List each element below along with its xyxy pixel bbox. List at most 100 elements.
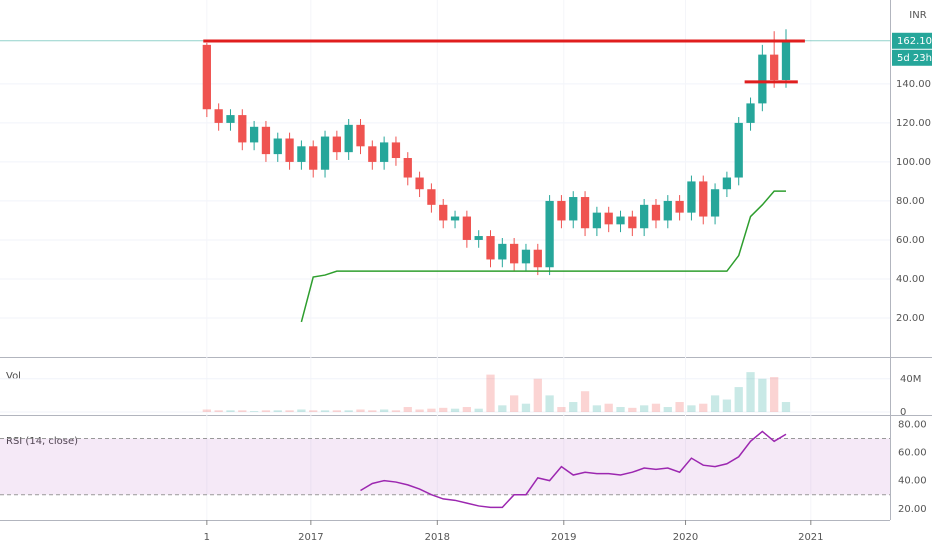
candle-body: [297, 146, 306, 162]
volume-bar: [403, 407, 412, 412]
candle-body: [439, 204, 448, 221]
volume-bar: [356, 409, 365, 412]
y-tick-label: 80.00: [896, 196, 925, 207]
volume-bar: [545, 395, 554, 412]
candle-body: [604, 212, 613, 225]
candle-body: [450, 216, 460, 221]
candle-body: [616, 216, 625, 225]
candle-body: [261, 126, 271, 155]
volume-bar: [474, 408, 483, 412]
volume-bar: [640, 405, 649, 412]
volume-bar: [663, 407, 672, 412]
volume-bar: [758, 378, 767, 412]
volume-bar: [379, 409, 389, 412]
vol-tick-label: 0: [900, 407, 906, 418]
candle-body: [781, 40, 791, 80]
volume-title: Vol: [6, 371, 21, 382]
candle-body: [545, 200, 554, 268]
volume-bar: [770, 377, 779, 412]
candle-body: [238, 115, 247, 143]
candle-body: [734, 122, 743, 178]
candle-body: [462, 216, 472, 240]
candle-body: [722, 177, 732, 190]
x-tick-label: 2019: [551, 532, 576, 543]
volume-bar: [391, 410, 401, 412]
volume-bar: [604, 403, 613, 412]
volume-bar: [628, 407, 637, 412]
candle-body: [226, 115, 235, 123]
volume-bar: [439, 407, 448, 412]
volume-bar: [415, 409, 424, 412]
y-tick-label: 100.00: [896, 157, 931, 168]
candle-body: [628, 216, 637, 229]
candle-body: [202, 44, 211, 110]
candle-body: [699, 181, 708, 217]
candle-body: [533, 249, 542, 268]
x-tick-label: 1: [204, 532, 210, 543]
volume-bar: [710, 395, 720, 412]
volume-bar: [746, 372, 755, 412]
volume-bar: [273, 410, 282, 412]
candle-body: [486, 236, 495, 260]
volume-bar: [202, 409, 211, 412]
countdown-badge: [892, 49, 932, 66]
x-tick-label: 2018: [425, 532, 450, 543]
candle-body: [309, 146, 318, 170]
currency: INR: [909, 10, 926, 21]
y-tick-label: 120.00: [896, 118, 931, 129]
volume-bar: [462, 407, 472, 412]
candle-body: [675, 200, 684, 213]
volume-bar: [238, 410, 247, 412]
x-tick-label: 2021: [798, 532, 823, 543]
candle-body: [332, 136, 341, 153]
countdown: 5d 23h: [897, 53, 932, 64]
volume-bar: [332, 410, 341, 412]
volume-bar: [320, 410, 330, 412]
rsi-line: [360, 430, 787, 509]
candle-body: [592, 212, 602, 229]
y-tick-label: 140.00: [896, 79, 931, 90]
volume-bar: [249, 411, 259, 412]
candle-body: [344, 124, 353, 153]
candle-body: [474, 236, 483, 240]
volume-bar: [309, 410, 318, 412]
volume-bar: [616, 407, 625, 412]
volume-bar: [510, 395, 519, 412]
volume-bar: [427, 408, 436, 412]
volume-bar: [580, 391, 590, 412]
candle-body: [379, 142, 389, 162]
volume-bar: [297, 409, 306, 412]
last-price-label: 162.10: [897, 36, 932, 47]
candle-body: [368, 146, 377, 162]
candle-body: [710, 189, 720, 217]
candle-body: [651, 204, 661, 221]
volume-bar: [569, 402, 578, 412]
volume-bar: [722, 399, 732, 412]
volume-bar: [699, 403, 708, 412]
candle-body: [356, 124, 365, 147]
candle-body: [510, 243, 519, 264]
candle-body: [427, 189, 436, 205]
candle-body: [663, 200, 672, 221]
candle-body: [521, 249, 531, 264]
rsi-tick-label: 80.00: [898, 419, 927, 430]
x-tick-label: 2020: [673, 532, 698, 543]
rsi-band: [0, 438, 890, 495]
candle-body: [498, 243, 507, 260]
candle-body: [758, 54, 767, 104]
candle-body: [770, 54, 779, 80]
volume-bar: [486, 374, 495, 412]
candle-body: [285, 138, 294, 162]
candle-body: [580, 197, 590, 229]
rsi-title: RSI (14, close): [6, 436, 78, 447]
volume-bar: [781, 402, 791, 412]
y-tick-label: 20.00: [896, 313, 925, 324]
volume-bar: [214, 410, 223, 412]
volume-bar: [734, 387, 743, 412]
candle-body: [273, 138, 282, 155]
vol-tick-label: 40M: [900, 374, 921, 385]
volume-bar: [450, 408, 460, 412]
x-tick-label: 2017: [298, 532, 323, 543]
candle-body: [403, 158, 412, 178]
